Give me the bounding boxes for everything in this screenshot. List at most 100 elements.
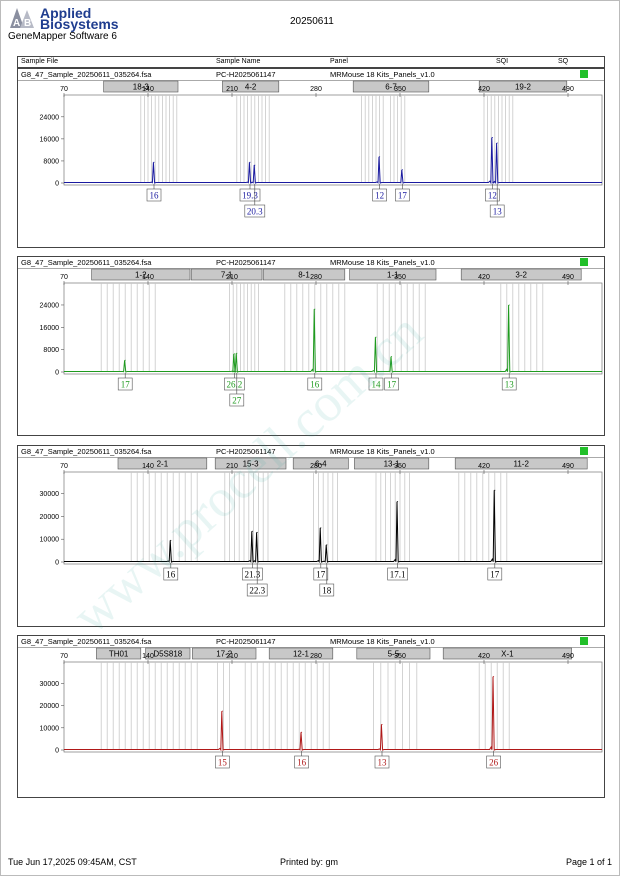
marker-bin-header: 1-2: [91, 268, 191, 281]
panel-name: MRMouse 18 Kits_Panels_v1.0: [330, 258, 435, 267]
sample-file: G8_47_Sample_20250611_035264.fsa: [21, 637, 152, 646]
svg-text:B: B: [24, 18, 31, 29]
electropherogram-plot: 18-3 4-2 6-7 19-2 70 140 210 280 350 420 490 0 8000 1…: [40, 80, 603, 218]
allele-call-label: 20.3: [244, 184, 266, 218]
allele-call-label: 17: [395, 184, 410, 202]
x-tick-label: 420: [478, 274, 490, 281]
x-tick-label: 70: [60, 86, 68, 93]
marker-bar: [262, 268, 346, 281]
x-tick-label: 210: [226, 86, 238, 93]
sample-info-row: G8_47_Sample_20250611_035264.fsa PC-H2025…: [18, 446, 604, 458]
marker-label: 18-3: [133, 83, 150, 92]
allele-box: [372, 188, 387, 202]
marker-label: 11-2: [513, 460, 529, 469]
sq-status-indicator: [580, 447, 588, 455]
marker-bin-header: 6-7: [352, 80, 430, 93]
signal-trace: [64, 490, 602, 564]
allele-value: 13: [505, 380, 515, 390]
allele-call-label: 26.2: [224, 373, 245, 391]
marker-label: 1-1: [387, 271, 399, 280]
y-tick-label: 24000: [40, 114, 60, 121]
marker-bin-header: D5S818: [145, 647, 191, 660]
x-tick-label: 140: [142, 274, 154, 281]
electropherogram-panel-black: G8_47_Sample_20250611_035264.fsa PC-H2025…: [17, 445, 605, 627]
marker-bar: [91, 268, 191, 281]
marker-bar: [222, 80, 280, 93]
allele-value: 16: [297, 758, 307, 768]
x-tick-label: 280: [310, 653, 322, 660]
allele-box: [486, 755, 501, 769]
marker-bar: [214, 457, 287, 470]
printed-by: Printed by: gm: [280, 857, 339, 867]
marker-label: 6-4: [315, 460, 327, 469]
x-tick-label: 350: [394, 86, 406, 93]
allele-box: [224, 377, 245, 391]
allele-box: [501, 377, 517, 391]
peak-point: [375, 336, 377, 338]
allele-call-label: 15: [215, 751, 230, 769]
sq-status-indicator: [580, 70, 588, 78]
allele-call-label: 18: [319, 563, 335, 597]
allele-call-label: 26: [486, 751, 501, 769]
electropherogram-panel-red: G8_47_Sample_20250611_035264.fsa PC-H2025…: [17, 635, 605, 798]
x-tick-label: 210: [226, 274, 238, 281]
allele-call-label: 17: [384, 373, 399, 391]
brand-line2: Biosystems: [40, 16, 119, 32]
allele-box: [384, 377, 399, 391]
allele-box: [313, 567, 329, 581]
marker-bin-header: TH01: [96, 647, 142, 660]
sample-file: G8_47_Sample_20250611_035264.fsa: [21, 70, 152, 79]
y-tick-label: 16000: [40, 325, 60, 332]
allele-value: 17.1: [390, 570, 406, 580]
panel-name: MRMouse 18 Kits_Panels_v1.0: [330, 70, 435, 79]
marker-bin-header: 7-1: [190, 268, 263, 281]
peak-point: [256, 531, 258, 533]
marker-label: 4-2: [245, 83, 257, 92]
panel-name: MRMouse 18 Kits_Panels_v1.0: [330, 447, 435, 456]
allele-value: 22.3: [249, 586, 265, 596]
marker-bar: [96, 647, 142, 660]
peak-point: [170, 539, 172, 541]
marker-bar: [268, 647, 334, 660]
allele-box: [229, 393, 245, 407]
peak-point: [391, 356, 393, 358]
y-tick-label: 8000: [43, 158, 59, 165]
x-tick-label: 140: [142, 653, 154, 660]
y-tick-label: 10000: [40, 725, 60, 732]
peak-point: [320, 527, 322, 529]
allele-value: 17: [316, 570, 326, 580]
marker-bar: [356, 647, 431, 660]
peak-point: [301, 731, 303, 733]
y-tick-label: 0: [55, 370, 59, 377]
allele-box: [215, 755, 230, 769]
marker-bar: [192, 647, 257, 660]
marker-bin-header: 19-2: [478, 80, 568, 93]
allele-call-label: 16: [163, 563, 179, 581]
marker-bar: [352, 80, 430, 93]
allele-value: 16: [150, 191, 160, 201]
marker-label: 8-1: [298, 271, 310, 280]
marker-bin-header: 18-3: [103, 80, 179, 93]
peak-point: [251, 530, 253, 532]
sample-name: PC-H2025061147: [216, 258, 276, 267]
marker-bin-header: 15-3: [214, 457, 287, 470]
allele-call-label: 17: [313, 563, 329, 581]
svg-text:A: A: [13, 18, 20, 29]
electropherogram-plot: 1-2 7-1 8-1 1-1 3-2 70 140 210 280 350 420 490 0 8000…: [40, 268, 603, 407]
marker-bar: [190, 268, 263, 281]
marker-bar: [354, 457, 430, 470]
allele-box: [117, 377, 133, 391]
y-tick-label: 20000: [40, 514, 60, 521]
allele-call-label: 17: [117, 373, 133, 391]
allele-call-label: 27: [229, 373, 245, 407]
plot-frame: [63, 94, 603, 186]
allele-call-label: 16: [294, 751, 309, 769]
y-tick-label: 24000: [40, 302, 60, 309]
y-tick-label: 0: [55, 560, 59, 567]
sample-file: G8_47_Sample_20250611_035264.fsa: [21, 447, 152, 456]
marker-label: TH01: [109, 650, 129, 659]
y-tick-label: 20000: [40, 703, 60, 710]
x-tick-label: 70: [60, 653, 68, 660]
marker-bar: [103, 80, 179, 93]
sample-info-row: G8_47_Sample_20250611_035264.fsa PC-H2025…: [18, 69, 604, 81]
